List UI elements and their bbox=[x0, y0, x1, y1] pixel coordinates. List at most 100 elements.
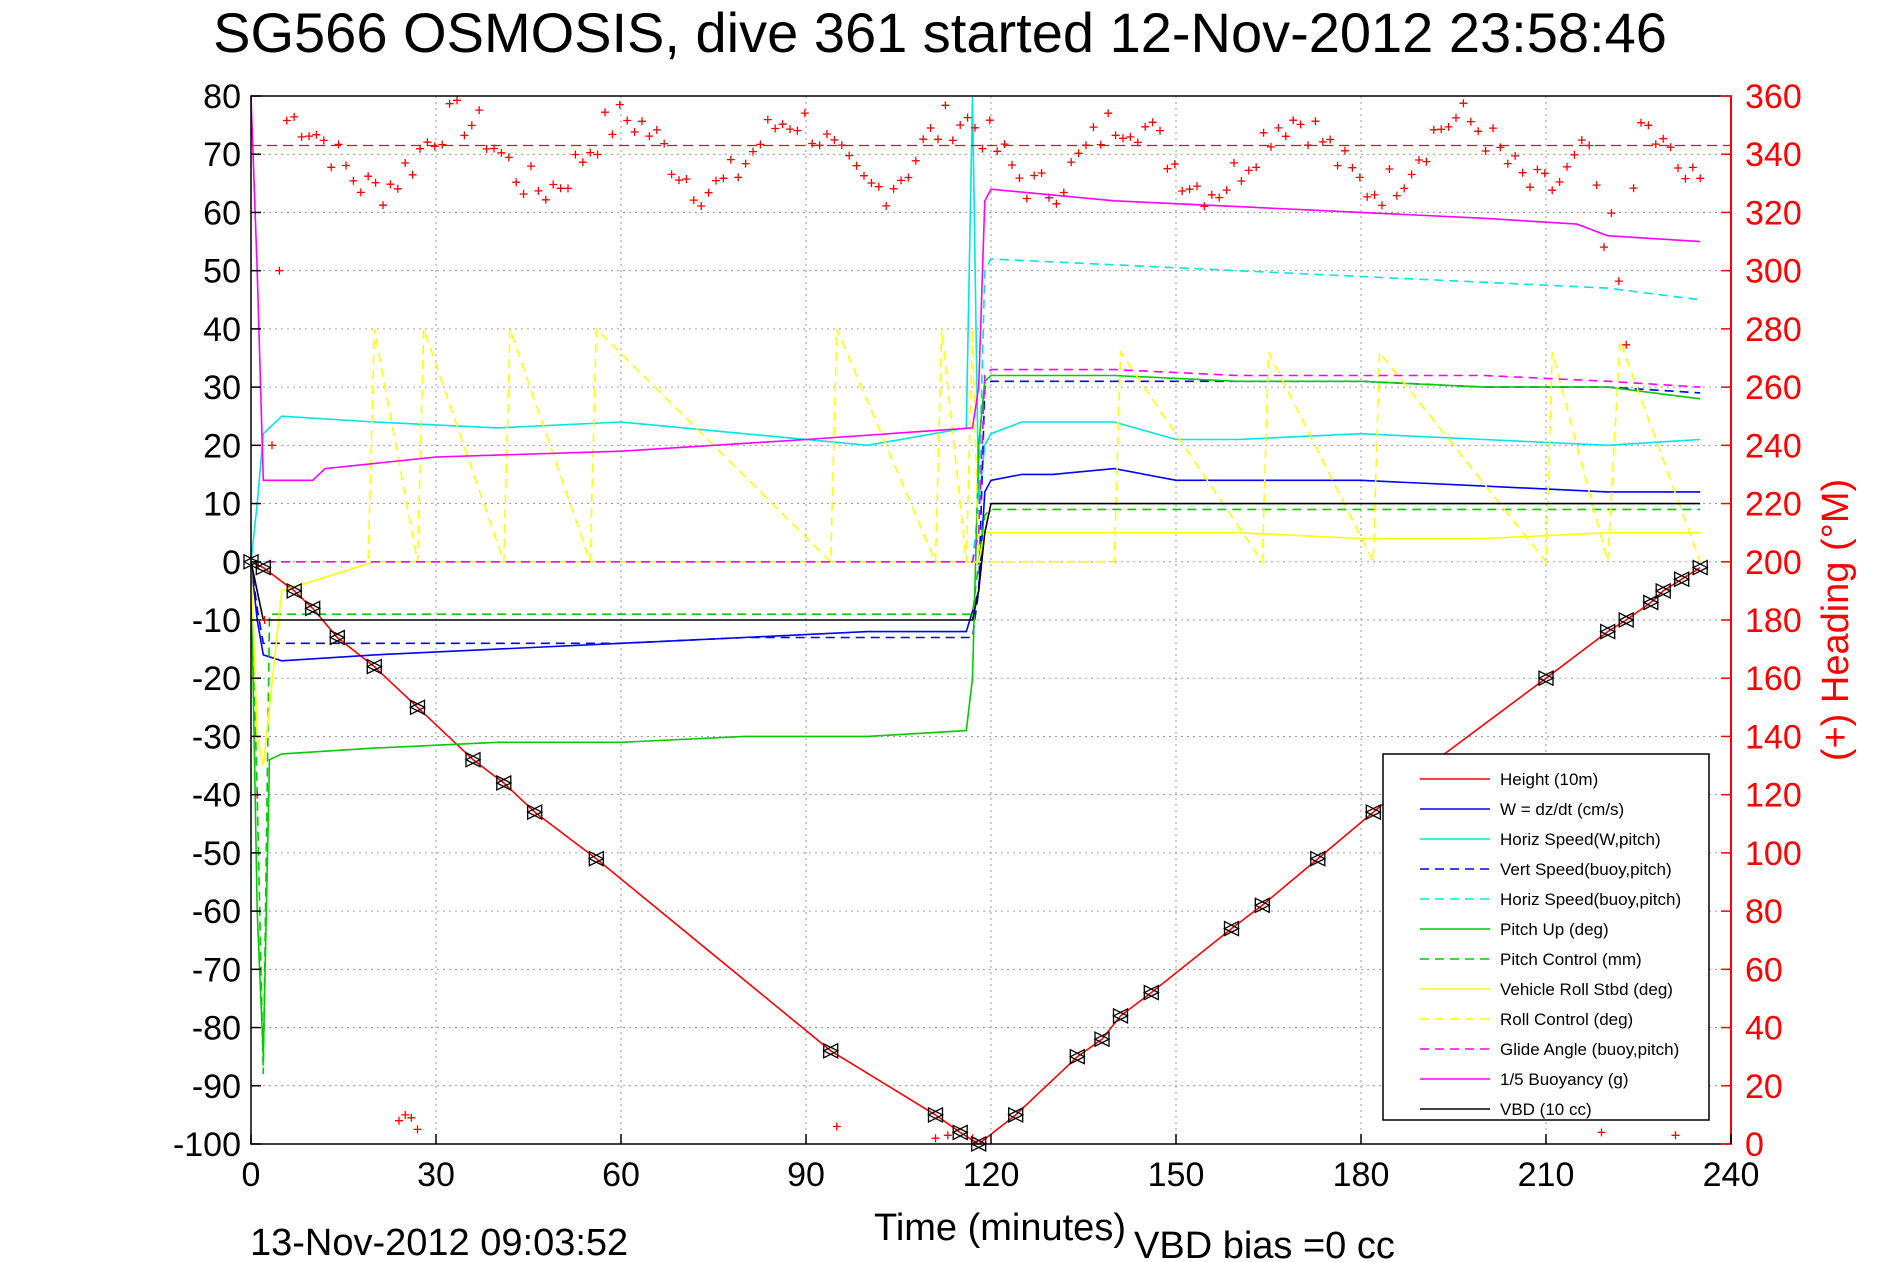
heading-point bbox=[860, 171, 868, 180]
heading-point bbox=[948, 136, 957, 145]
heading-point bbox=[1008, 161, 1016, 169]
heading-point bbox=[1274, 123, 1283, 132]
heading-point bbox=[1355, 173, 1364, 182]
height-marker-right bbox=[1008, 1106, 1025, 1123]
heading-point bbox=[334, 140, 343, 149]
heading-point bbox=[1289, 116, 1298, 125]
right-tick-label: 160 bbox=[1745, 660, 1802, 698]
heading-point bbox=[1526, 183, 1534, 192]
heading-point bbox=[401, 159, 410, 167]
legend-label-roll-control-deg: Roll Control (deg) bbox=[1500, 1010, 1633, 1029]
heading-point bbox=[1577, 136, 1586, 145]
heading-point bbox=[1326, 135, 1335, 144]
heading-point bbox=[1267, 142, 1275, 151]
chart-title: SG566 OSMOSIS, dive 361 started 12-Nov-2… bbox=[213, 1, 1667, 64]
heading-point bbox=[675, 176, 683, 185]
heading-point bbox=[1385, 165, 1394, 173]
right-tick-label: 20 bbox=[1745, 1068, 1783, 1106]
heading-point bbox=[578, 158, 587, 167]
heading-point bbox=[1259, 128, 1268, 137]
heading-point bbox=[305, 132, 313, 141]
height-marker-right bbox=[1655, 582, 1672, 599]
right-tick-label: 80 bbox=[1745, 893, 1783, 931]
heading-point bbox=[1215, 193, 1224, 202]
height-marker-right bbox=[1254, 897, 1271, 914]
heading-point bbox=[978, 144, 987, 153]
heading-point bbox=[401, 1110, 410, 1119]
heading-point bbox=[763, 115, 772, 124]
heading-point bbox=[356, 188, 365, 197]
heading-point bbox=[867, 179, 876, 187]
left-tick-label: -50 bbox=[192, 835, 241, 873]
heading-point bbox=[1082, 141, 1090, 150]
heading-point bbox=[904, 173, 913, 182]
heading-point bbox=[327, 163, 336, 172]
heading-point bbox=[1622, 340, 1631, 349]
heading-point bbox=[453, 96, 461, 105]
left-tick-label: 0 bbox=[222, 544, 241, 582]
height-marker-right bbox=[1600, 623, 1617, 640]
heading-point bbox=[527, 162, 535, 171]
heading-point bbox=[1318, 137, 1327, 146]
heading-point bbox=[911, 156, 920, 165]
heading-point bbox=[645, 132, 654, 141]
heading-point bbox=[395, 1116, 403, 1125]
heading-point bbox=[1570, 150, 1579, 159]
heading-point bbox=[1407, 170, 1416, 179]
height-marker-right bbox=[1094, 1031, 1111, 1048]
heading-point bbox=[689, 196, 698, 205]
heading-point bbox=[1671, 1131, 1680, 1140]
heading-point bbox=[1089, 123, 1098, 132]
right-tick-label: 60 bbox=[1745, 951, 1783, 989]
height-marker-right bbox=[1643, 594, 1660, 611]
heading-point bbox=[1119, 134, 1127, 143]
heading-point bbox=[319, 136, 328, 145]
legend-label-vbd-10-cc: VBD (10 cc) bbox=[1500, 1100, 1592, 1119]
height-marker-right bbox=[409, 699, 426, 716]
heading-point bbox=[1496, 143, 1505, 152]
bottom-tick-label: 0 bbox=[242, 1156, 261, 1194]
right-tick-label: 300 bbox=[1745, 253, 1802, 291]
heading-point bbox=[290, 112, 299, 121]
heading-point bbox=[541, 195, 550, 204]
heading-point bbox=[934, 135, 942, 144]
heading-point bbox=[963, 113, 972, 122]
height-marker-right bbox=[927, 1106, 944, 1123]
legend-label-1-5-buoyancy-g: 1/5 Buoyancy (g) bbox=[1500, 1070, 1629, 1089]
heading-point bbox=[956, 121, 965, 129]
heading-point bbox=[393, 184, 402, 193]
left-tick-label: -20 bbox=[192, 660, 241, 698]
heading-point bbox=[1688, 163, 1697, 172]
bottom-tick-label: 210 bbox=[1518, 1156, 1575, 1194]
heading-point bbox=[985, 116, 994, 125]
height-marker-right bbox=[1692, 559, 1709, 576]
left-tick-label: 10 bbox=[203, 486, 241, 524]
heading-point bbox=[1030, 171, 1039, 180]
legend-label-glide-angle-buoy-pitch: Glide Angle (buoy,pitch) bbox=[1500, 1040, 1679, 1059]
heading-point bbox=[1637, 118, 1645, 127]
right-tick-label: 220 bbox=[1745, 486, 1802, 524]
right-tick-label: 280 bbox=[1745, 311, 1802, 349]
heading-point bbox=[1629, 184, 1638, 193]
heading-point bbox=[371, 178, 380, 187]
heading-point bbox=[1052, 199, 1061, 208]
heading-point bbox=[1207, 190, 1216, 199]
series-layer bbox=[250, 95, 1701, 1145]
height-marker-right bbox=[366, 658, 383, 675]
heading-point bbox=[837, 141, 846, 150]
heading-point bbox=[349, 176, 358, 185]
legend: Height (10m) W = dz/dt (cm/s) Horiz Speed(… bbox=[1382, 753, 1710, 1121]
heading-point bbox=[652, 125, 661, 134]
heading-point bbox=[1378, 201, 1386, 210]
heading-point bbox=[786, 125, 794, 134]
right-tick-label: 200 bbox=[1745, 544, 1802, 582]
heading-point bbox=[943, 1131, 952, 1140]
height-marker-right bbox=[1143, 984, 1160, 1001]
heading-point bbox=[815, 141, 824, 150]
heading-point bbox=[830, 135, 839, 144]
heading-point bbox=[1281, 132, 1290, 141]
heading-point bbox=[275, 266, 284, 275]
heading-point bbox=[564, 184, 572, 193]
heading-point bbox=[1666, 143, 1675, 152]
heading-point bbox=[497, 148, 506, 157]
